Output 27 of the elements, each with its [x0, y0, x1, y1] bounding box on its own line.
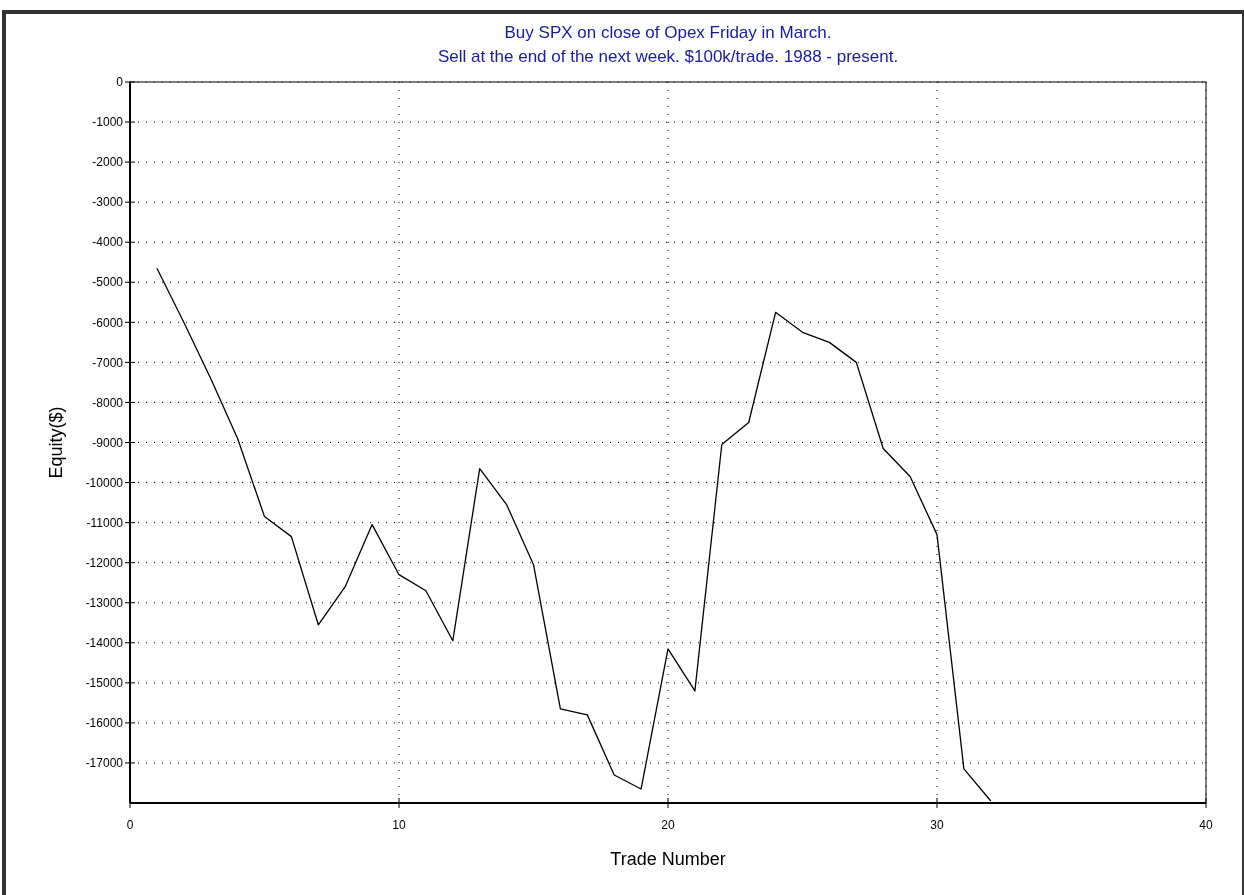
x-tick-label: 0	[126, 818, 134, 832]
y-tick-label: -17000	[85, 756, 124, 771]
y-tick-label: -2000	[92, 155, 124, 170]
y-axis-title: Equity($)	[46, 406, 66, 479]
y-tick-label: -11000	[86, 515, 124, 530]
chart-title: Buy SPX on close of Opex Friday in March.	[504, 23, 832, 42]
y-tick-label: -5000	[92, 275, 124, 290]
x-axis-title: Trade Number	[610, 849, 726, 869]
y-tick-label: 0	[116, 75, 124, 90]
y-tick-label: -4000	[92, 235, 124, 250]
x-tick-label: 10	[392, 818, 406, 832]
x-tick-label: 40	[1199, 818, 1213, 832]
y-tick-label: -12000	[85, 555, 124, 570]
x-tick-label: 20	[661, 818, 675, 832]
y-tick-label: -6000	[92, 315, 124, 330]
y-tick-label: -7000	[92, 355, 124, 370]
y-tick-label: -15000	[85, 676, 124, 691]
y-tick-label: -9000	[92, 435, 124, 450]
y-tick-label: -14000	[85, 635, 124, 650]
y-tick-label: -8000	[92, 395, 124, 410]
chart-subtitle: Sell at the end of the next week. $100k/trade. 1988 - present.	[437, 47, 899, 66]
y-tick-label: -13000	[85, 595, 124, 610]
y-tick-label: -3000	[92, 195, 124, 210]
y-tick-label: -16000	[85, 716, 124, 731]
y-tick-label: -1000	[92, 115, 124, 130]
y-tick-label: -10000	[85, 475, 124, 490]
x-tick-label: 30	[930, 818, 944, 832]
